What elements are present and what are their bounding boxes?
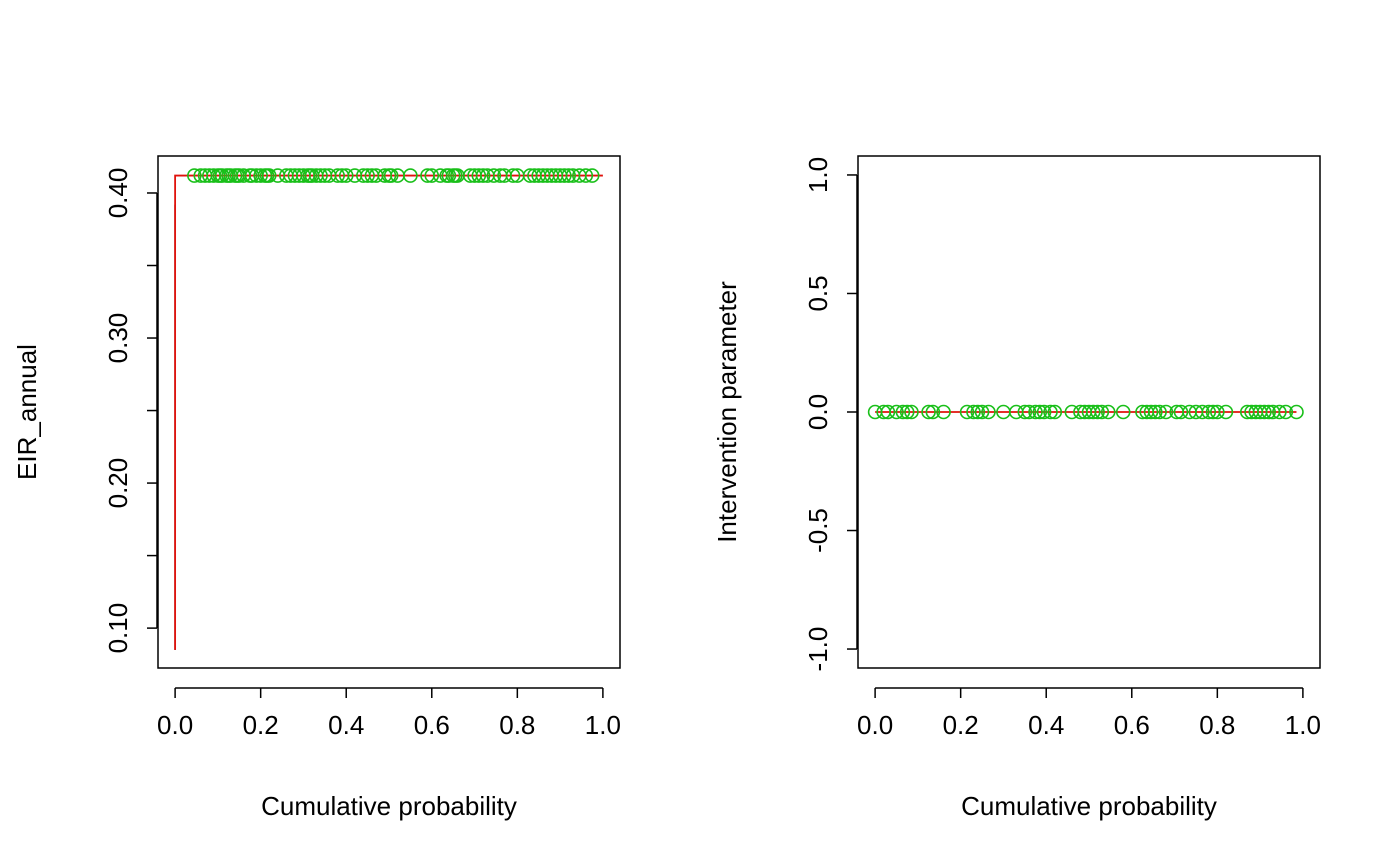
y-tick-label: 0.10: [103, 603, 133, 654]
data-point: [403, 168, 418, 183]
y-tick-label: 0.5: [803, 275, 833, 311]
x-tick-label: 0.4: [1028, 710, 1064, 740]
x-tick-label: 0.8: [499, 710, 535, 740]
x-tick-label: 1.0: [585, 710, 621, 740]
ecdf-line: [174, 174, 603, 650]
data-point: [981, 404, 996, 420]
data-point: [360, 168, 375, 183]
plot-frame: [157, 155, 621, 669]
y-tick-label: 1.0: [803, 157, 833, 193]
ecdf-panel-eir-annual: 0.0 0.2 0.4 0.6 0.8 1.0 0.10 0.20 0.30 0.40 Cumu…: [12, 155, 621, 821]
data-point: [895, 404, 911, 420]
data-point: [1195, 404, 1210, 420]
data-point: [253, 168, 268, 183]
data-point: [889, 404, 904, 420]
data-point: [1036, 404, 1052, 420]
data-point: [313, 168, 328, 183]
x-axis: 0.0 0.2 0.4 0.6 0.8 1.0: [157, 687, 621, 740]
data-point: [1218, 404, 1234, 420]
y-tick-label: 0.30: [103, 313, 133, 364]
data-point: [1100, 404, 1116, 420]
data-point: [921, 404, 936, 420]
x-axis: 0.0 0.2 0.4 0.6 0.8 1.0: [857, 687, 1321, 740]
data-point: [1201, 404, 1217, 420]
data-point: [1115, 404, 1131, 420]
data-point: [330, 168, 345, 183]
ecdf-panel-intervention-parameter: 0.0 0.2 0.4 0.6 0.8 1.0 -1.0 -0.5 0.0 0.5 1.0 Cum…: [712, 155, 1321, 821]
x-tick-label: 0.0: [157, 710, 193, 740]
y-axis-title: Intervention parameter: [712, 281, 742, 543]
data-point: [424, 168, 440, 183]
y-tick-label: -1.0: [803, 627, 833, 672]
data-point: [475, 168, 491, 183]
data-point: [1028, 404, 1043, 420]
y-tick-label: 0.20: [103, 458, 133, 509]
y-axis: -1.0 -0.5 0.0 0.5 1.0: [803, 157, 858, 672]
x-tick-label: 0.6: [414, 710, 450, 740]
data-point: [261, 168, 277, 183]
data-point: [936, 404, 951, 420]
data-point: [970, 404, 986, 420]
data-point: [959, 404, 975, 420]
plot-marks: [174, 168, 603, 650]
data-point: [925, 404, 941, 420]
data-point: [584, 168, 600, 183]
y-axis-title: EIR_annual: [12, 344, 42, 480]
data-point: [1032, 404, 1048, 420]
data-point: [1043, 404, 1058, 420]
data-point: [1047, 404, 1063, 420]
data-point: [966, 404, 981, 420]
x-tick-label: 0.2: [243, 710, 279, 740]
x-axis-title: Cumulative probability: [261, 791, 517, 821]
data-point: [486, 168, 502, 183]
x-tick-label: 0.8: [1199, 710, 1235, 740]
data-point: [1272, 404, 1287, 420]
data-point: [187, 168, 202, 183]
data-point: [1021, 404, 1037, 420]
data-point: [974, 404, 990, 420]
data-point: [338, 168, 354, 183]
data-point: [1173, 404, 1189, 420]
data-point: [1158, 404, 1174, 420]
x-tick-label: 0.2: [943, 710, 979, 740]
plot-marks: [867, 404, 1304, 420]
y-tick-label: 0.40: [103, 168, 133, 219]
data-point: [880, 404, 896, 420]
x-axis-title: Cumulative probability: [961, 791, 1217, 821]
data-point: [505, 168, 521, 183]
data-point: [1257, 404, 1272, 420]
data-point: [1090, 404, 1105, 420]
data-point: [1261, 404, 1276, 420]
data-point: [383, 168, 399, 183]
plot-frame: [857, 155, 1321, 669]
data-point: [1094, 404, 1110, 420]
data-point: [471, 168, 487, 183]
y-axis: 0.10 0.20 0.30 0.40: [103, 168, 158, 654]
data-point: [1143, 404, 1159, 420]
data-point: [1152, 404, 1167, 420]
data-point: [899, 404, 915, 420]
x-tick-label: 1.0: [1285, 710, 1321, 740]
x-tick-label: 0.6: [1114, 710, 1150, 740]
data-point: [578, 168, 594, 183]
data-point: [561, 168, 576, 183]
data-point: [1210, 404, 1225, 420]
data-point: [441, 168, 457, 183]
y-tick-label: -0.5: [803, 508, 833, 553]
data-point: [1017, 404, 1033, 420]
data-point: [1085, 404, 1101, 420]
data-point: [557, 168, 572, 183]
data-point: [904, 404, 919, 420]
data-point: [1289, 404, 1304, 420]
x-tick-label: 0.4: [328, 710, 364, 740]
x-tick-label: 0.0: [857, 710, 893, 740]
y-tick-label: 0.0: [803, 394, 833, 430]
data-point: [1148, 404, 1163, 420]
data-point: [1278, 404, 1294, 420]
